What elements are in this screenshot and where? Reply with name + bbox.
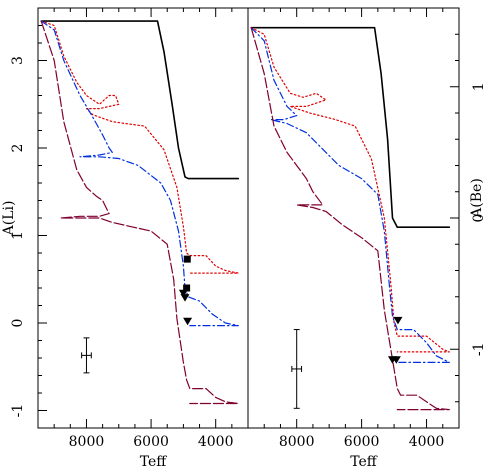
x-axis-label: Teff xyxy=(140,454,168,469)
y-axis-label: A(Li) xyxy=(1,201,17,237)
data-marker-triangle xyxy=(393,316,403,325)
data-marker-square xyxy=(183,284,191,292)
y-tick-label: 0 xyxy=(10,319,26,328)
data-marker-triangle xyxy=(183,317,193,326)
y-tick-label: 1 xyxy=(10,231,26,240)
series-line-dashdot xyxy=(250,27,450,363)
right-panel: 8000 6000 4000 -1 0 1 Teff A(Be) xyxy=(247,7,487,469)
data-marker-triangle xyxy=(180,294,190,302)
data-marker-square xyxy=(183,255,191,263)
series-line-dashed xyxy=(40,20,239,405)
y-tick-label: 3 xyxy=(10,56,26,65)
series-line-dotted xyxy=(40,20,239,274)
x-tick-label: 8000 xyxy=(69,434,105,450)
x-tick-label: 6000 xyxy=(344,434,380,450)
error-bar xyxy=(291,329,303,409)
series-line-solid xyxy=(250,26,451,228)
data-marker-triangle xyxy=(178,289,188,298)
left-panel: 8000 6000 4000 -1 0 1 2 3 Teff A(Li) xyxy=(1,7,249,469)
x-tick-label: 4000 xyxy=(198,434,234,450)
error-bar xyxy=(81,337,92,374)
series-line-dashdot xyxy=(40,20,239,327)
series-line-solid xyxy=(40,20,240,180)
x-tick-label: 8000 xyxy=(279,434,315,450)
x-axis-label: Teff xyxy=(350,454,378,469)
data-marker-triangle xyxy=(391,356,401,364)
y-axis-label: A(Be) xyxy=(469,178,485,219)
y-tick-label: 1 xyxy=(471,82,487,91)
series-line-dashed xyxy=(250,27,450,411)
series-line-dotted xyxy=(250,27,450,353)
y-tick-label: -1 xyxy=(471,342,487,356)
x-tick-label: 4000 xyxy=(409,434,445,450)
plot-frame xyxy=(247,7,460,429)
y-tick-label: 2 xyxy=(10,144,26,153)
y-tick-label: 0 xyxy=(471,214,487,223)
x-tick-label: 6000 xyxy=(133,434,169,450)
y-tick-label: -1 xyxy=(10,404,26,418)
